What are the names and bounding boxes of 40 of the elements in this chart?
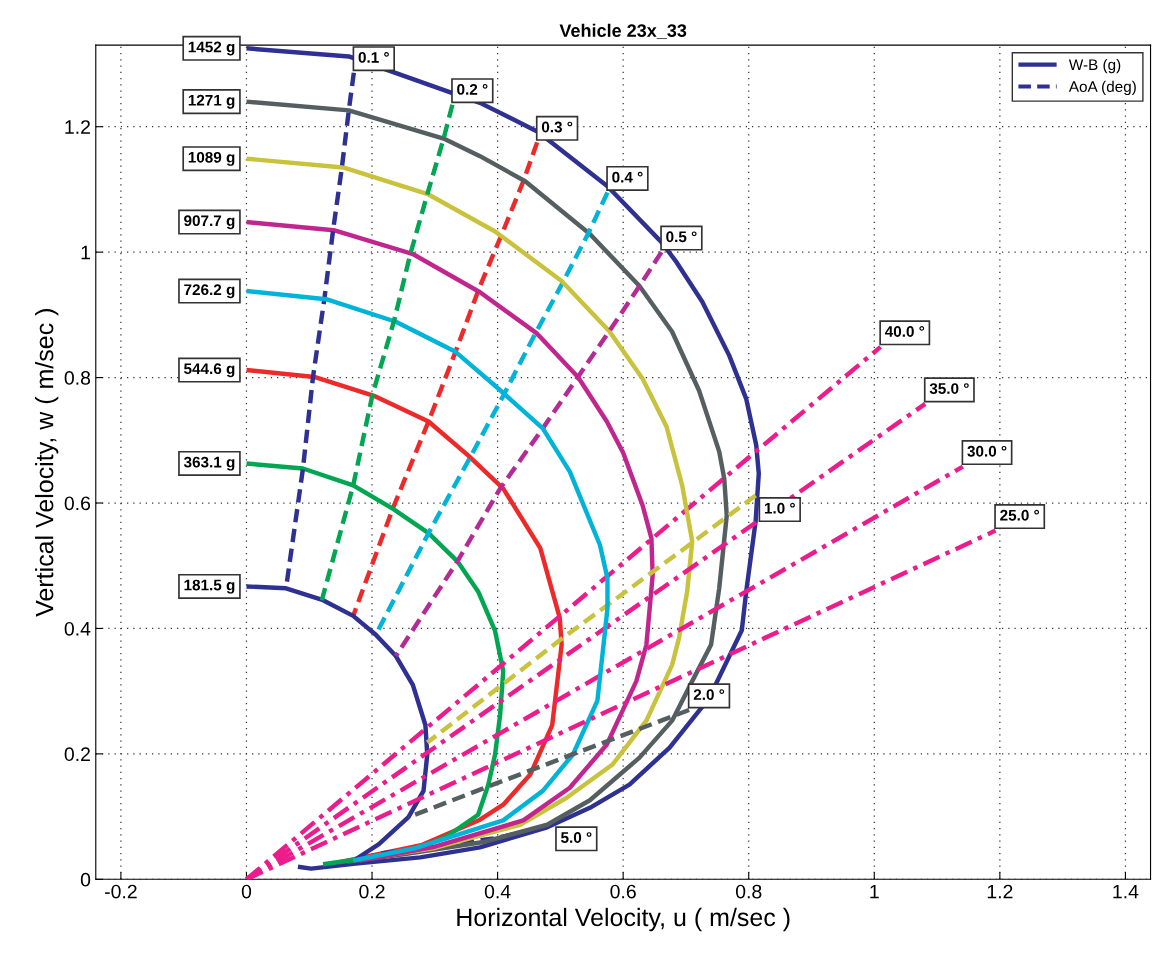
chart-title: Vehicle 23x_33 [559,23,687,40]
series-label: 907.7 g [184,215,235,230]
series-label: 0.4 ° [612,171,643,183]
series-label: 0.3 ° [541,121,573,133]
x-tick-label: 0.6 [610,884,636,899]
y-tick-label: 1.2 [65,120,90,134]
x-axis-title: Horizontal Velocity, u ( m/sec ) [457,907,790,932]
x-tick-label: 1.4 [1113,884,1139,899]
y-tick-label: 0 [80,872,91,887]
y-tick-label: 1 [81,245,90,260]
y-tick-label: 0.8 [64,371,91,385]
x-tick-label: 0.4 [484,884,511,899]
series-label: 1452 g [188,41,235,56]
series-label: 0.5 ° [666,231,697,243]
x-tick-label: 0 [241,884,252,899]
series-label: 181.5 g [184,579,235,594]
x-tick-label: 1 [870,884,879,899]
y-tick-label: 0.6 [64,496,91,511]
y-tick-label: 0.4 [64,621,91,636]
series-label: 30.0 ° [967,445,1007,457]
series-label: 35.0 ° [929,383,969,394]
series-label: 1271 g [188,94,235,109]
series-label: 40.0 ° [884,326,925,337]
series-label: 726.2 g [184,284,235,299]
y-tick-label: 0.2 [64,747,90,762]
series-label: 25.0 ° [1000,509,1040,521]
x-tick-label: 0.2 [359,884,385,899]
x-tick-label: 1.2 [987,884,1013,899]
series-label: 363.1 g [183,456,235,471]
annotation: W-B (g) [1068,58,1121,74]
series-label: 544.6 g [184,363,235,378]
x-tick-label: 0.8 [735,884,762,899]
series-label: 0.2 ° [457,83,488,95]
x-tick-label: -0.2 [105,884,137,899]
series-label: 1089 g [188,151,235,166]
series-label: 1.0 ° [764,502,795,514]
annotation: AoA (deg) [1068,80,1136,96]
y-axis-title: Vertical Velocity, w ( m/sec ) [35,309,59,617]
series-label: 5.0 ° [561,832,592,843]
series-label: 0.1 ° [358,51,389,63]
